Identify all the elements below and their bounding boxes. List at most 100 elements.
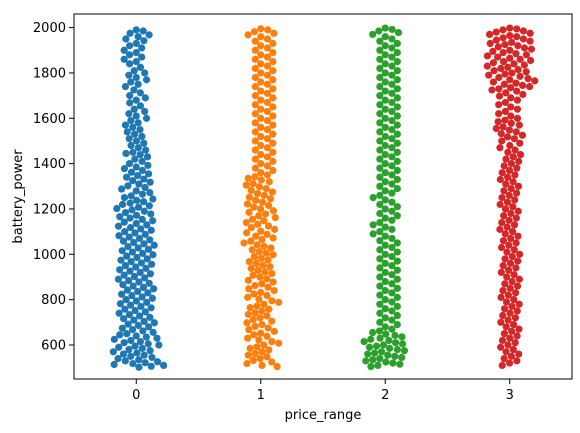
- data-point: [257, 25, 265, 33]
- data-point: [250, 203, 258, 211]
- data-point: [137, 225, 145, 233]
- data-point: [388, 225, 396, 233]
- data-point: [253, 302, 261, 310]
- data-point: [259, 261, 267, 269]
- data-point: [127, 301, 135, 309]
- data-point: [140, 351, 148, 359]
- data-point: [393, 275, 401, 283]
- data-point: [376, 309, 384, 317]
- data-point: [150, 241, 158, 249]
- data-point: [501, 305, 509, 313]
- data-point: [516, 72, 524, 80]
- data-point: [382, 358, 390, 366]
- data-point: [132, 48, 140, 57]
- data-point: [131, 229, 139, 237]
- data-point: [512, 79, 520, 87]
- data-point: [501, 116, 509, 124]
- data-point: [127, 168, 136, 176]
- data-point: [258, 235, 266, 244]
- data-point: [398, 340, 407, 348]
- data-point: [506, 24, 514, 32]
- data-point: [124, 243, 132, 251]
- data-point: [525, 82, 534, 91]
- data-point: [264, 283, 272, 291]
- data-point: [249, 316, 257, 324]
- data-point: [393, 257, 401, 265]
- data-point: [376, 182, 384, 190]
- data-point: [248, 215, 257, 223]
- data-point: [260, 242, 268, 250]
- data-point: [149, 328, 157, 336]
- data-point: [495, 85, 503, 93]
- data-point: [376, 209, 384, 218]
- data-point: [502, 323, 510, 331]
- data-point: [381, 132, 389, 141]
- data-point: [119, 350, 128, 358]
- data-point: [388, 71, 396, 79]
- swarm-points: [109, 24, 539, 371]
- data-point: [381, 214, 389, 222]
- data-point: [393, 266, 401, 274]
- data-point: [388, 316, 396, 324]
- data-point: [526, 29, 534, 37]
- data-point: [513, 357, 521, 365]
- y-tick-label: 2000: [33, 21, 66, 36]
- data-point: [127, 192, 135, 200]
- data-point: [130, 238, 138, 247]
- data-point: [244, 351, 252, 359]
- data-point: [369, 30, 377, 38]
- data-point: [388, 89, 396, 97]
- data-point: [136, 268, 144, 277]
- data-point: [258, 361, 266, 369]
- data-point: [143, 153, 152, 161]
- data-point: [495, 110, 503, 118]
- data-point: [249, 179, 257, 188]
- data-point: [505, 126, 514, 134]
- data-point: [145, 170, 153, 178]
- data-point: [258, 320, 266, 329]
- data-point: [498, 194, 506, 202]
- data-point: [135, 234, 144, 243]
- data-point: [253, 343, 261, 351]
- data-point: [381, 160, 389, 168]
- data-point: [393, 67, 401, 75]
- y-axis-label: battery_power: [11, 149, 26, 244]
- data-point: [498, 169, 506, 177]
- data-point: [114, 222, 123, 230]
- data-point: [140, 139, 148, 147]
- data-point: [240, 239, 248, 247]
- data-point: [132, 211, 141, 219]
- data-point: [254, 220, 262, 228]
- data-point: [138, 190, 147, 198]
- data-point: [260, 341, 268, 349]
- data-point: [141, 359, 149, 367]
- data-point: [115, 232, 123, 240]
- data-point: [371, 349, 379, 357]
- data-point: [251, 92, 259, 100]
- data-point: [138, 293, 146, 301]
- data-point: [376, 110, 384, 118]
- data-point: [388, 298, 396, 306]
- data-point: [126, 92, 134, 100]
- data-point: [251, 119, 259, 127]
- data-point: [388, 307, 396, 315]
- data-point: [110, 335, 118, 343]
- data-point: [376, 228, 384, 236]
- data-point: [147, 304, 155, 312]
- data-point: [369, 221, 377, 229]
- data-point: [249, 271, 257, 279]
- data-point: [140, 175, 148, 183]
- data-point: [269, 121, 277, 129]
- data-point: [155, 341, 163, 349]
- data-point: [144, 161, 152, 170]
- data-point: [257, 87, 265, 95]
- data-point: [244, 31, 252, 39]
- data-point: [254, 266, 262, 274]
- data-point: [376, 82, 384, 91]
- data-point: [153, 358, 162, 366]
- data-point: [150, 285, 158, 293]
- data-point: [381, 87, 389, 95]
- data-point: [381, 169, 389, 177]
- data-point: [132, 137, 141, 145]
- data-point: [143, 221, 151, 229]
